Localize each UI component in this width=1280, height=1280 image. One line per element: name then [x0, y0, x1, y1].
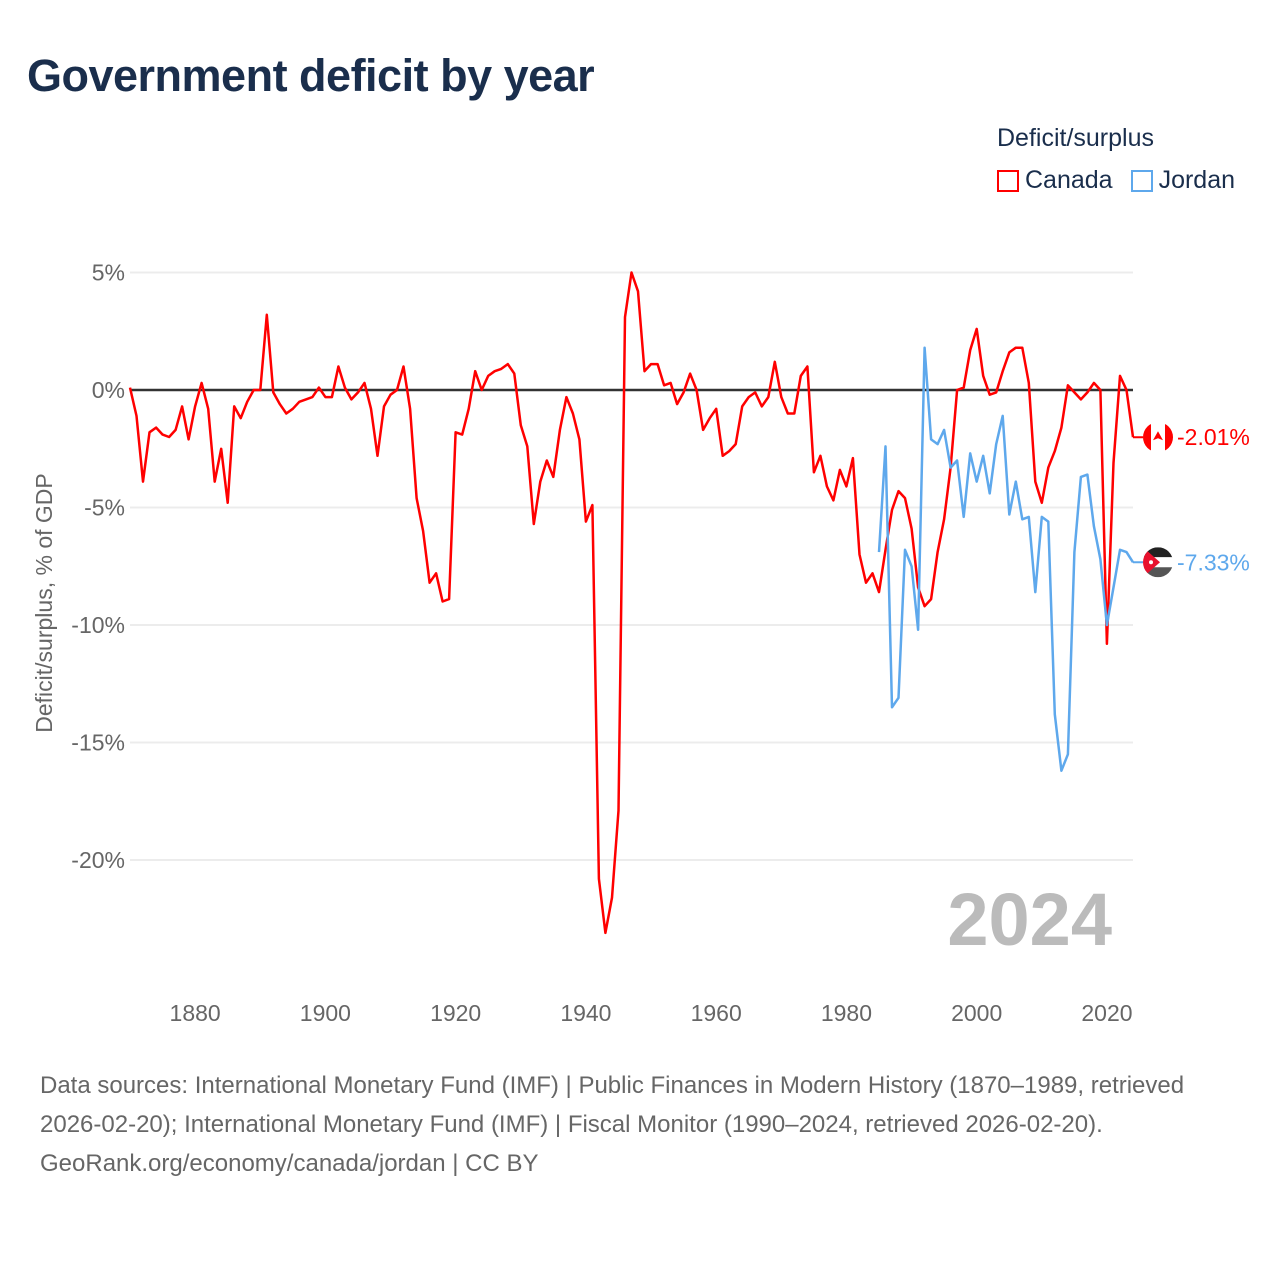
- x-tick-label: 2000: [951, 1000, 1002, 1026]
- y-tick-label: -20%: [71, 847, 125, 873]
- page-title: Government deficit by year: [27, 50, 595, 101]
- series-line-canada: [128, 271, 1135, 935]
- legend-swatch-jordan: [1130, 169, 1153, 192]
- legend: Canada Jordan: [997, 166, 1235, 195]
- legend-item-canada[interactable]: Canada: [997, 166, 1113, 195]
- jordan-flag-icon: [1143, 547, 1173, 578]
- year-watermark: 2024: [947, 878, 1112, 961]
- x-tick-label: 1920: [430, 1000, 481, 1026]
- legend-item-jordan[interactable]: Jordan: [1130, 166, 1236, 195]
- footer: Data sources: International Monetary Fun…: [40, 1066, 1240, 1183]
- y-tick-label: -10%: [71, 612, 125, 638]
- legend-label: Jordan: [1158, 166, 1236, 194]
- x-tick-label: 1980: [821, 1000, 872, 1026]
- series-line-jordan: [877, 346, 1135, 772]
- credit-link[interactable]: GeoRank.org/economy/canada/jordan | CC B…: [40, 1150, 539, 1177]
- end-value-label-canada: -2.01%: [1177, 424, 1250, 450]
- y-tick-label: -5%: [84, 495, 125, 521]
- y-axis-label: Deficit/surplus, % of GDP: [31, 473, 57, 732]
- x-tick-label: 1960: [691, 1000, 742, 1026]
- legend-title: Deficit/surplus: [997, 124, 1154, 152]
- end-value-label-jordan: -7.33%: [1177, 549, 1250, 575]
- data-sources: Data sources: International Monetary Fun…: [40, 1072, 1185, 1138]
- x-tick-label: 1880: [170, 1000, 221, 1026]
- legend-label: Canada: [1025, 166, 1113, 194]
- x-tick-label: 1900: [300, 1000, 351, 1026]
- x-tick-label: 2020: [1081, 1000, 1132, 1026]
- canada-flag-icon: [1143, 422, 1173, 453]
- y-tick-label: -15%: [71, 730, 125, 756]
- y-tick-label: 0%: [92, 377, 125, 403]
- legend-swatch-canada: [997, 169, 1019, 192]
- x-tick-label: 1940: [560, 1000, 611, 1026]
- y-tick-label: 5%: [92, 260, 125, 286]
